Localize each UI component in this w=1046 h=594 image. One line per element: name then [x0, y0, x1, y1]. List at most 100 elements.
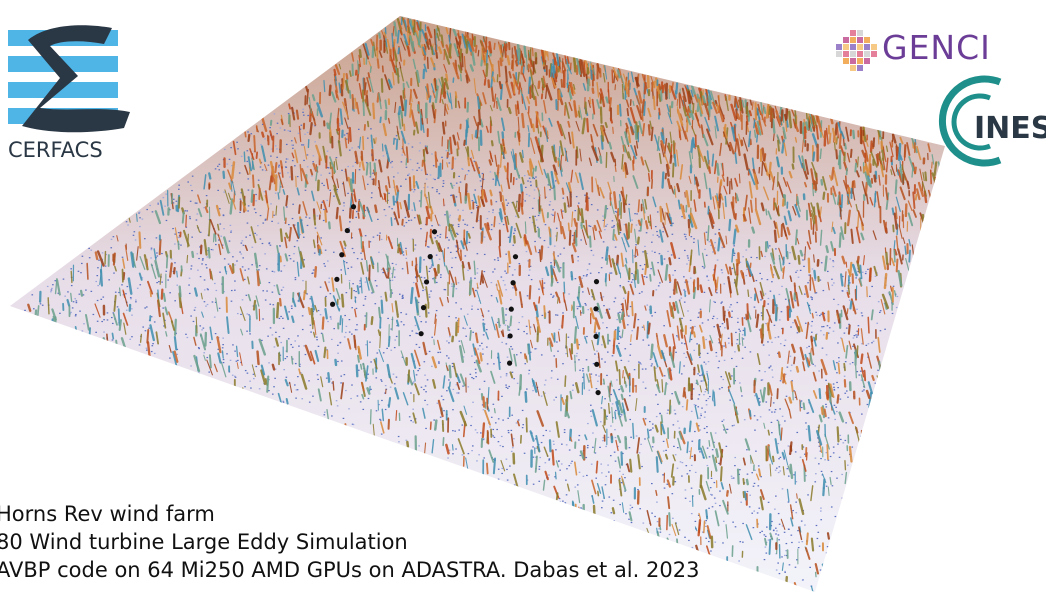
speckle: [630, 521, 633, 524]
streak: [761, 386, 766, 403]
speckle: [828, 327, 831, 329]
streak: [877, 129, 881, 138]
speckle: [659, 531, 662, 533]
speckle: [529, 217, 531, 219]
speckle: [733, 424, 736, 426]
speckle: [342, 209, 344, 212]
streak: [725, 524, 729, 539]
speckle: [191, 189, 193, 192]
speckle: [755, 279, 758, 282]
speckle: [857, 270, 860, 273]
speckle: [808, 345, 810, 348]
speckle: [131, 314, 133, 316]
speckle: [592, 446, 594, 448]
streak: [268, 175, 273, 191]
streak: [860, 328, 864, 345]
streak: [861, 149, 866, 158]
streak: [616, 69, 621, 79]
speckle: [351, 147, 353, 149]
streak: [284, 378, 289, 387]
speckle: [811, 297, 813, 299]
streak: [396, 201, 401, 219]
speckle: [364, 315, 367, 317]
streak: [652, 196, 657, 208]
streak: [655, 456, 659, 473]
streak: [765, 444, 770, 462]
speckle: [857, 325, 860, 327]
streak: [158, 238, 162, 256]
speckle: [443, 288, 446, 291]
speckle: [439, 236, 441, 238]
speckle: [408, 173, 410, 175]
speckle: [189, 218, 191, 220]
speckle: [770, 421, 773, 423]
speckle: [613, 520, 615, 522]
speckle: [323, 414, 326, 416]
speckle: [481, 172, 484, 175]
speckle: [511, 414, 513, 416]
speckle: [203, 301, 206, 303]
speckle: [388, 206, 391, 208]
streak: [358, 228, 363, 238]
speckle: [775, 527, 777, 529]
streak: [819, 206, 822, 217]
speckle: [796, 559, 798, 561]
streak: [508, 347, 513, 362]
streak: [788, 408, 792, 419]
speckle: [540, 354, 543, 356]
speckle: [590, 404, 592, 406]
streak: [768, 538, 772, 555]
streak: [549, 342, 552, 352]
speckle: [833, 298, 835, 300]
streak: [285, 194, 289, 207]
speckle: [722, 520, 725, 522]
speckle: [728, 306, 731, 308]
speckle: [621, 309, 623, 311]
streak: [686, 351, 693, 366]
speckle: [578, 439, 580, 441]
speckle: [246, 222, 249, 224]
streak: [328, 392, 333, 406]
streak: [362, 135, 365, 151]
streak: [796, 315, 804, 332]
speckle: [697, 316, 700, 318]
speckle: [822, 334, 825, 336]
speckle: [369, 176, 372, 178]
streak: [127, 277, 133, 295]
speckle: [685, 238, 688, 240]
speckle: [339, 123, 341, 125]
speckle: [391, 160, 393, 163]
streak: [275, 205, 278, 216]
speckle: [719, 504, 721, 507]
streak: [376, 58, 380, 69]
speckle: [203, 289, 206, 291]
speckle: [51, 287, 53, 289]
streak: [476, 290, 482, 304]
streak: [855, 365, 857, 379]
speckle: [808, 304, 811, 307]
speckle: [505, 272, 508, 274]
streak: [516, 71, 520, 85]
streak: [344, 117, 349, 129]
streak: [754, 287, 760, 304]
speckle: [471, 308, 473, 310]
speckle: [31, 294, 34, 296]
speckle: [659, 282, 661, 284]
speckle: [549, 430, 551, 432]
streak: [321, 316, 325, 330]
streak: [889, 141, 894, 157]
speckle: [461, 168, 464, 170]
streak: [568, 229, 572, 246]
speckle: [688, 539, 690, 542]
speckle: [201, 259, 204, 261]
streak: [504, 65, 508, 83]
streak: [694, 176, 700, 187]
speckle: [247, 189, 250, 191]
speckle: [342, 183, 344, 185]
speckle: [634, 213, 636, 215]
speckle: [765, 401, 768, 403]
speckle: [239, 251, 241, 253]
streak: [450, 223, 457, 238]
streak: [447, 327, 451, 336]
speckle: [753, 415, 756, 417]
